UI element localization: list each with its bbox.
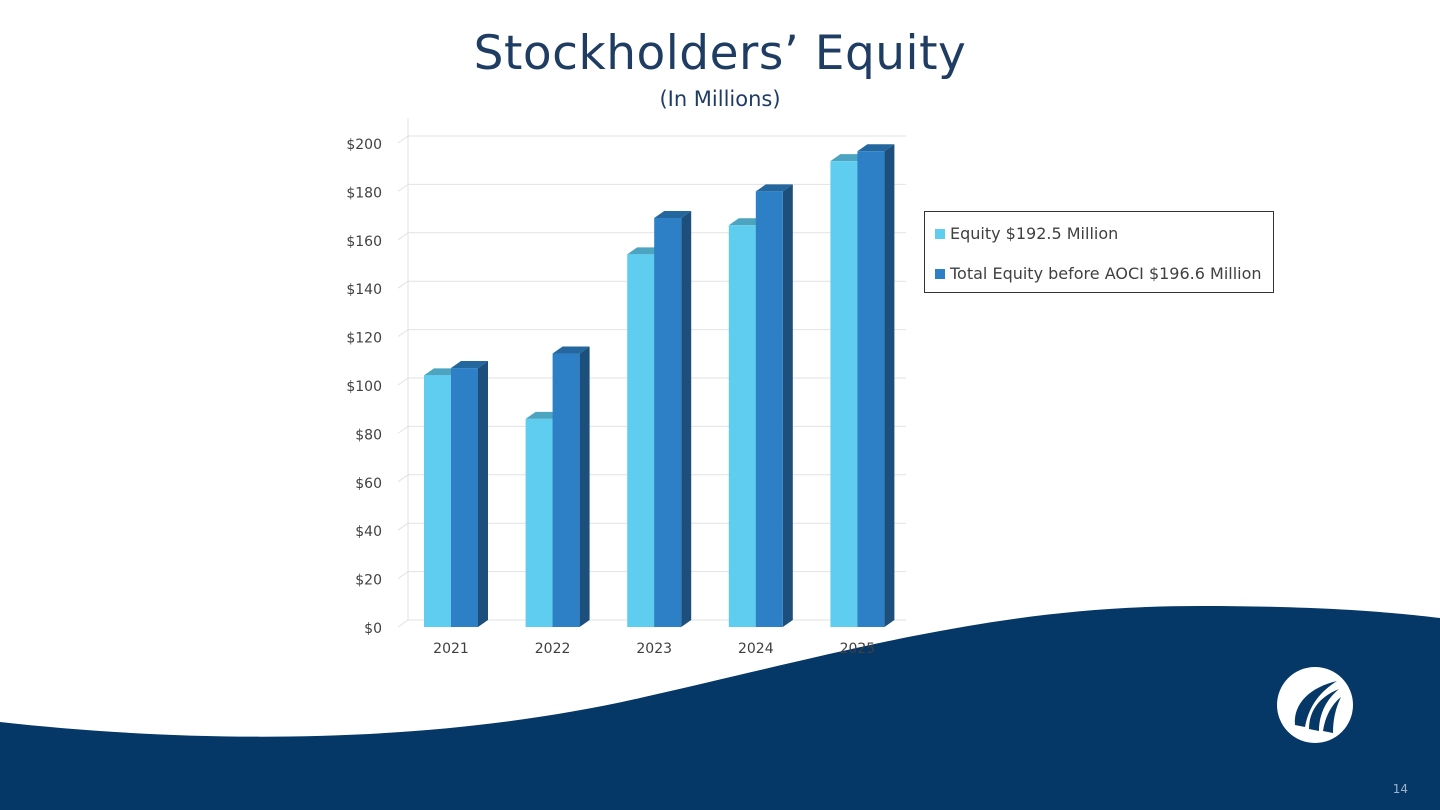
gridline-diagonal (397, 280, 409, 289)
slide-title: Stockholders’ Equity (473, 26, 967, 81)
bar-top-total-equity (654, 211, 692, 219)
x-tick-label: 2022 (535, 641, 571, 657)
y-tick-label: $100 (346, 379, 382, 395)
bar-total-equity (857, 151, 885, 627)
bar-total-equity (552, 353, 580, 627)
bars (424, 144, 895, 627)
gridline-diagonal (397, 232, 409, 241)
bar-equity (627, 254, 655, 627)
gridline-diagonal (397, 619, 409, 628)
gridline-diagonal (397, 329, 409, 338)
page-number: 14 (1392, 782, 1408, 796)
legend-label-total-equity: Total Equity before AOCI $196.6 Million (950, 264, 1262, 283)
y-tick-label: $140 (346, 282, 382, 298)
y-tick-label: $40 (355, 524, 382, 540)
x-tick-label: 2023 (636, 641, 672, 657)
chart-legend: Equity $192.5 Million Total Equity befor… (924, 211, 1274, 293)
bar-side-total-equity (681, 211, 692, 627)
legend-swatch-total-equity (935, 268, 945, 279)
bar-total-equity (755, 191, 783, 627)
y-tick-label: $80 (355, 427, 382, 443)
bar-side-total-equity (782, 184, 793, 627)
y-tick-label: $200 (346, 137, 382, 153)
y-tick-label: $0 (364, 621, 382, 637)
bar-side-total-equity (579, 346, 590, 627)
gridline-diagonal (397, 474, 409, 483)
gridline-diagonal (397, 183, 409, 192)
y-tick-label: $60 (355, 476, 382, 492)
bar-top-total-equity (857, 144, 895, 152)
bar-top-total-equity (451, 361, 488, 369)
bar-equity (424, 375, 451, 627)
legend-swatch-equity (935, 228, 945, 239)
y-tick-label: $20 (355, 573, 382, 589)
x-tick-label: 2021 (433, 641, 469, 657)
bar-total-equity (654, 218, 682, 627)
bar-top-total-equity (755, 184, 793, 192)
bar-total-equity (451, 368, 478, 627)
gridline-diagonal (397, 522, 409, 531)
legend-item-equity: Equity $192.5 Million (935, 224, 1118, 243)
y-tick-label: $180 (346, 185, 382, 201)
x-tick-label: 2025 (840, 641, 876, 657)
bar-side-total-equity (478, 361, 488, 627)
bar-top-total-equity (552, 346, 590, 354)
x-tick-label: 2024 (738, 641, 774, 657)
axis-labels: $0 $20 $40 $60 $80 $100 $120 $140 $160 $180 $200 20… (346, 137, 875, 657)
gridline-diagonal (397, 425, 409, 434)
gridline-diagonal (397, 135, 409, 144)
bar-equity (728, 225, 756, 627)
slide-subtitle: (In Millions) (659, 87, 781, 111)
bar-side-total-equity (884, 144, 895, 627)
gridline-diagonal (397, 377, 409, 386)
gridline-diagonal (397, 571, 409, 580)
company-logo (1277, 667, 1353, 743)
legend-label-equity: Equity $192.5 Million (950, 224, 1119, 243)
bar-equity (525, 418, 553, 627)
y-tick-label: $160 (346, 234, 382, 250)
y-tick-label: $120 (346, 331, 382, 347)
bar-equity (830, 161, 858, 627)
legend-item-total-equity: Total Equity before AOCI $196.6 Million (935, 264, 1262, 283)
